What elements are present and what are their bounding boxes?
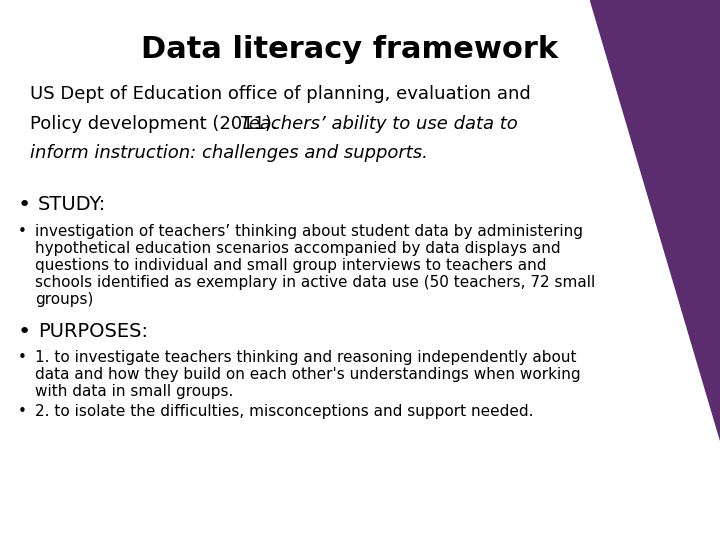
- Text: PURPOSES:: PURPOSES:: [38, 322, 148, 341]
- Text: data and how they build on each other's understandings when working: data and how they build on each other's …: [35, 367, 580, 382]
- Text: with data in small groups.: with data in small groups.: [35, 384, 233, 399]
- Text: •: •: [18, 350, 27, 365]
- Text: investigation of teachers’ thinking about student data by administering: investigation of teachers’ thinking abou…: [35, 224, 583, 239]
- Text: 1. to investigate teachers thinking and reasoning independently about: 1. to investigate teachers thinking and …: [35, 350, 577, 365]
- Text: •: •: [18, 224, 27, 239]
- Text: hypothetical education scenarios accompanied by data displays and: hypothetical education scenarios accompa…: [35, 241, 561, 256]
- Text: questions to individual and small group interviews to teachers and: questions to individual and small group …: [35, 258, 546, 273]
- Polygon shape: [590, 0, 720, 440]
- Text: STUDY:: STUDY:: [38, 195, 107, 214]
- Text: •: •: [18, 195, 31, 215]
- Text: Teachers’ ability to use data to: Teachers’ ability to use data to: [240, 115, 518, 133]
- Text: schools identified as exemplary in active data use (50 teachers, 72 small: schools identified as exemplary in activ…: [35, 275, 595, 290]
- Text: groups): groups): [35, 292, 94, 307]
- Text: US Dept of Education office of planning, evaluation and: US Dept of Education office of planning,…: [30, 85, 531, 103]
- Text: Data literacy framework: Data literacy framework: [141, 35, 559, 64]
- Text: 2. to isolate the difficulties, misconceptions and support needed.: 2. to isolate the difficulties, misconce…: [35, 404, 534, 419]
- Text: •: •: [18, 322, 31, 342]
- Text: Policy development (2011).: Policy development (2011).: [30, 115, 289, 133]
- Text: •: •: [18, 404, 27, 419]
- Text: inform instruction: challenges and supports.: inform instruction: challenges and suppo…: [30, 144, 428, 162]
